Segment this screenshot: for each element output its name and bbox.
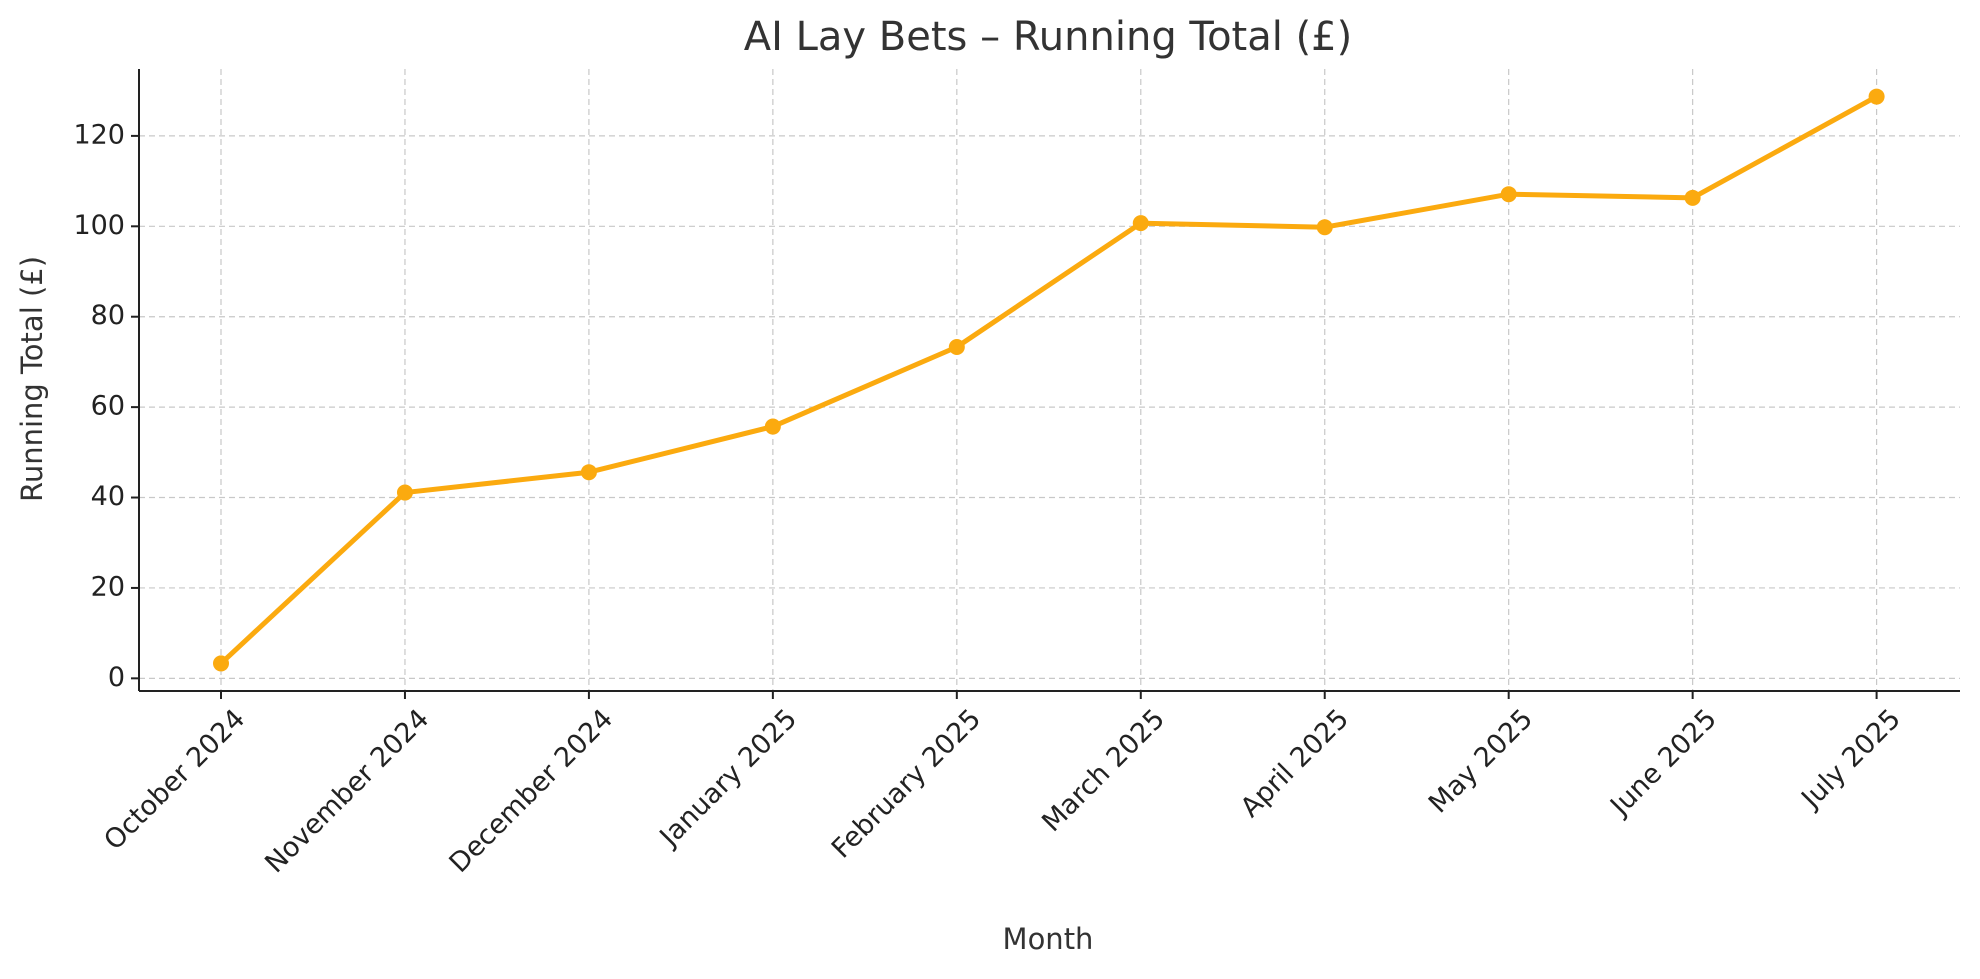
data-point (948, 339, 965, 356)
x-tick-label: February 2025 (826, 703, 987, 864)
data-point (764, 418, 781, 435)
x-tick-label: April 2025 (1235, 703, 1355, 823)
data-point (1132, 215, 1149, 232)
x-tick-label: June 2025 (1603, 703, 1723, 823)
y-tick-label: 20 (91, 571, 125, 602)
data-point (1500, 186, 1517, 203)
x-tick-label: December 2024 (444, 703, 620, 879)
data-point (580, 464, 597, 481)
y-tick-label: 100 (73, 210, 125, 241)
y-tick-label: 40 (91, 481, 125, 512)
data-point (213, 655, 229, 672)
chart-title: AI Lay Bets – Running Total (£) (744, 14, 1352, 60)
data-point (1868, 88, 1885, 105)
y-axis-label: Running Total (£) (15, 256, 49, 502)
y-tick-label: 60 (91, 391, 125, 422)
x-tick-label: March 2025 (1036, 703, 1171, 838)
y-tick-label: 120 (73, 119, 125, 150)
x-tick-label: January 2025 (653, 703, 803, 853)
x-tick-label: May 2025 (1423, 703, 1539, 819)
x-tick-label: October 2024 (98, 703, 251, 856)
data-point (396, 484, 413, 501)
data-line (219, 94, 1878, 666)
data-point (1316, 219, 1333, 236)
y-tick-label: 80 (91, 300, 125, 331)
x-tick-label: July 2025 (1795, 703, 1907, 815)
x-axis-label: Month (1003, 922, 1094, 956)
data-point (1684, 189, 1701, 206)
x-tick-label: November 2024 (259, 703, 435, 879)
y-tick-label: 0 (108, 662, 125, 693)
